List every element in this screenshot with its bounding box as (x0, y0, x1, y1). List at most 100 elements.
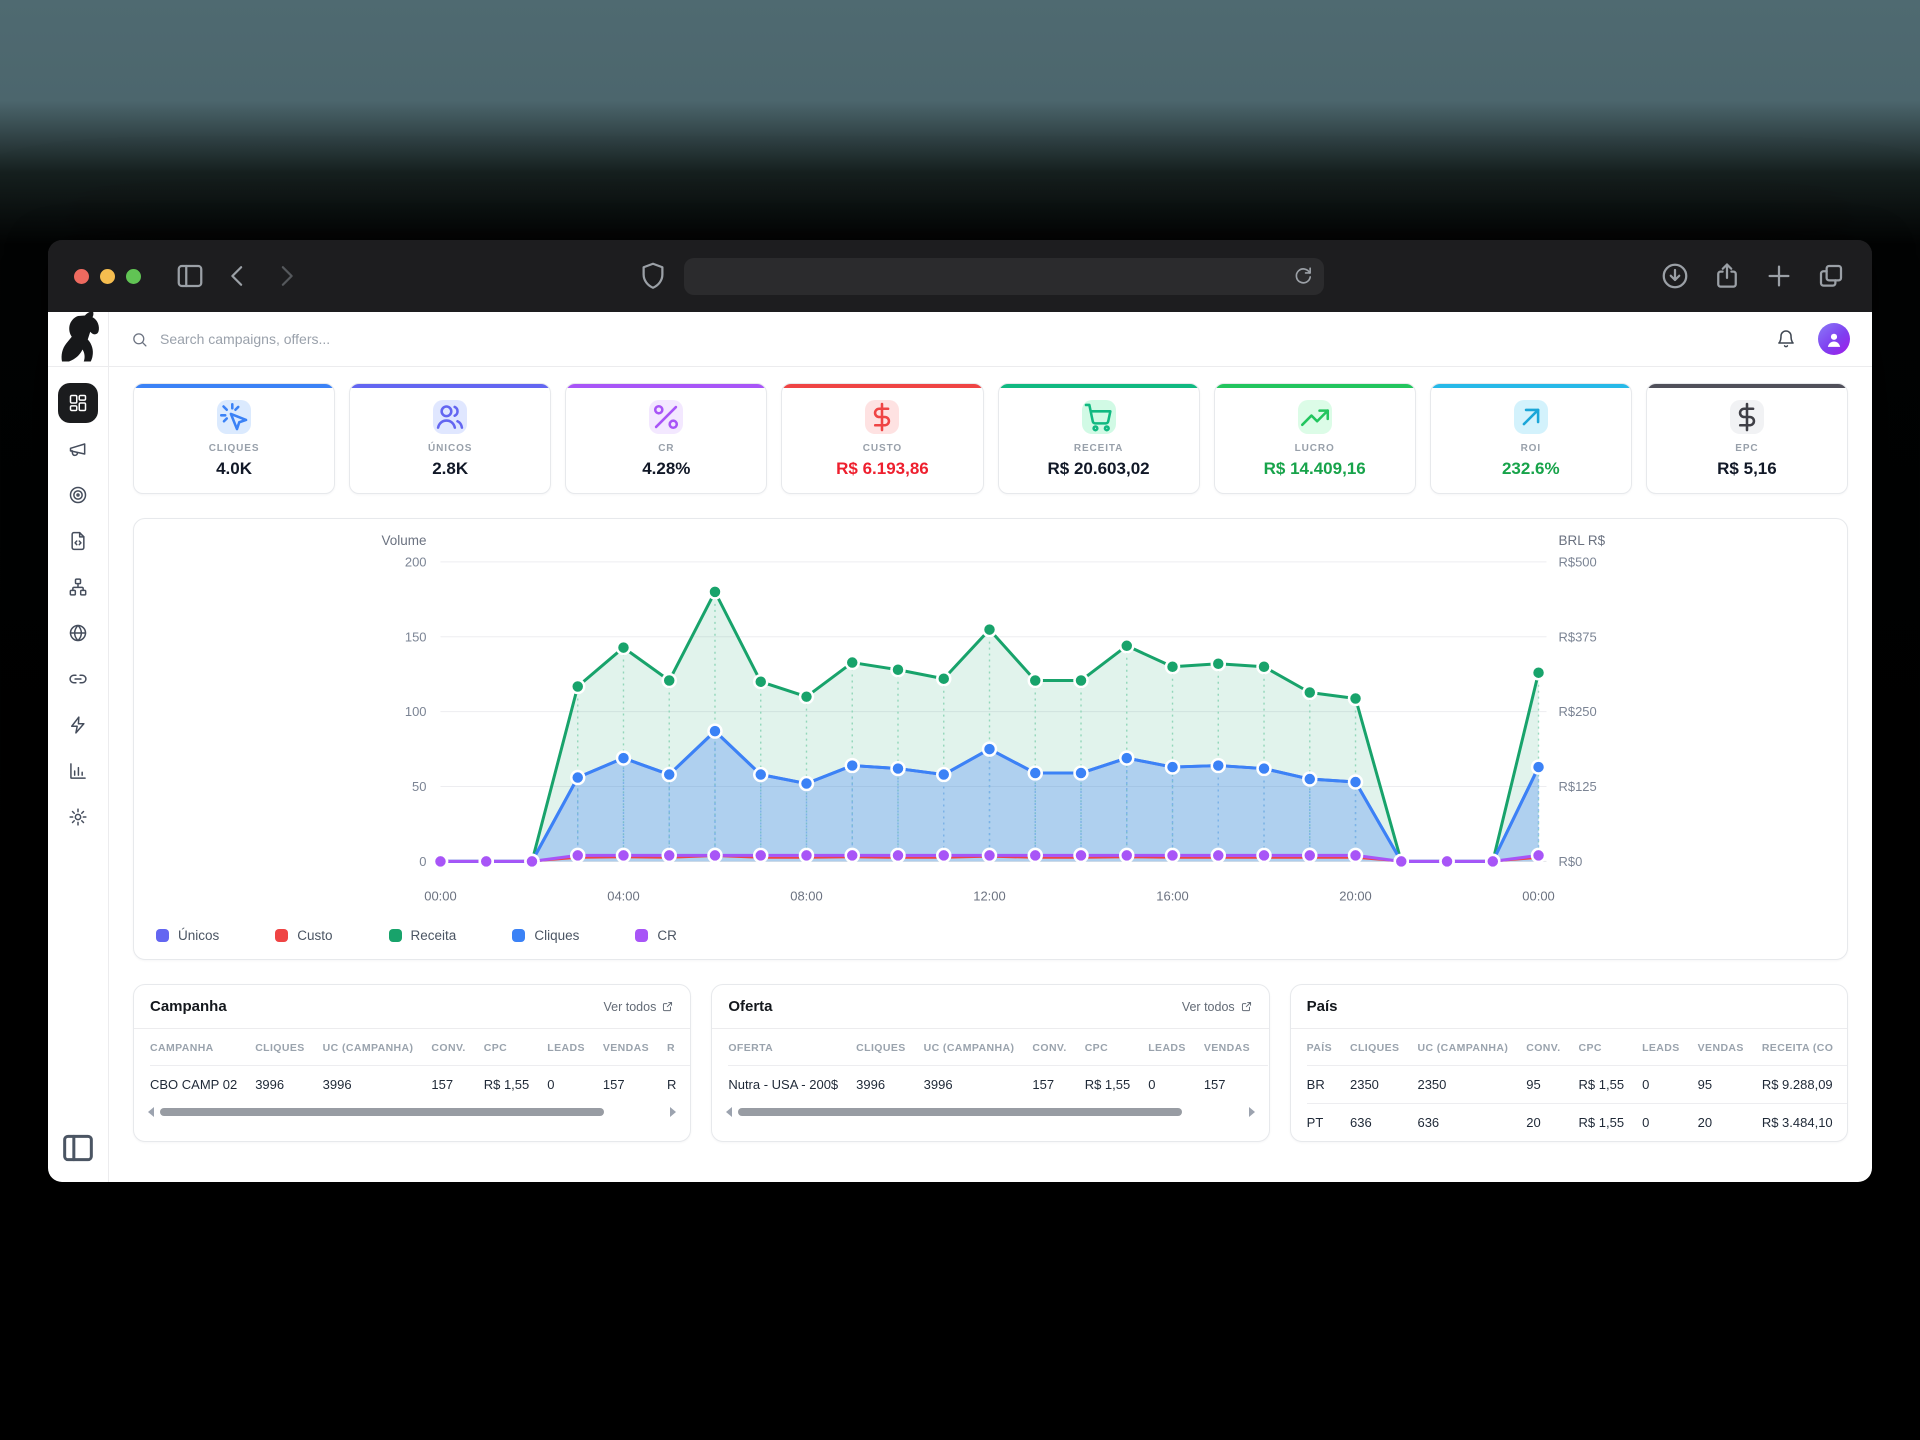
sidebar-nav (58, 367, 98, 1128)
url-bar[interactable] (683, 257, 1324, 295)
ver-todos-link[interactable]: Ver todos (1182, 1000, 1253, 1014)
dog-logo-icon (48, 309, 108, 369)
notifications-bell-icon[interactable] (1776, 329, 1796, 349)
zoom-window-button[interactable] (126, 268, 141, 284)
analytics-chart[interactable]: 0 R$0 50 R$125 100 R$250 150 R$375 200 R$500 Volum… (134, 519, 1847, 918)
table-cell: 0 (1642, 1103, 1698, 1142)
browser-forward-icon[interactable] (271, 261, 301, 291)
minimize-window-button[interactable] (100, 268, 115, 284)
scroll-right-arrow[interactable] (670, 1107, 677, 1118)
table-cell: R$ 1,55 (1084, 1065, 1149, 1104)
sidebar-item-campaigns[interactable] (58, 429, 98, 469)
table-row[interactable]: CBO CAMP 02 3996 3996 157 R$ 1,55 0 157 R (150, 1065, 691, 1104)
legend-swatch (275, 929, 289, 943)
scrollbar-thumb[interactable] (738, 1108, 1183, 1117)
scrollbar-thumb[interactable] (160, 1108, 604, 1117)
table-cell: 0 (1642, 1065, 1698, 1104)
sidebar-item-links[interactable] (58, 659, 98, 699)
app-logo[interactable] (48, 309, 108, 369)
table-column-header: LEADS (1148, 1042, 1186, 1055)
sidebar-item-automation[interactable] (58, 705, 98, 745)
sidebar-item-settings[interactable] (58, 797, 98, 837)
table-title: Campanha (150, 998, 227, 1016)
svg-text:BRL R$: BRL R$ (1558, 533, 1605, 548)
scrollbar-track[interactable] (738, 1108, 1242, 1117)
privacy-shield-icon[interactable] (638, 261, 668, 291)
sidebar (48, 309, 109, 1182)
legend-label: Receita (410, 928, 457, 944)
table-cell: 3996 (856, 1065, 924, 1104)
kpi-value: R$ 5,16 (1717, 459, 1777, 478)
table-column-header: CONV. (1526, 1042, 1561, 1055)
close-window-button[interactable] (74, 268, 89, 284)
table-column-header: R (667, 1042, 676, 1055)
sidebar-item-reports[interactable] (58, 751, 98, 791)
legend-item-receita[interactable]: Receita (388, 928, 457, 944)
search-box[interactable] (131, 330, 1766, 348)
browser-window: CLIQUES 4.0K ÚNICOS 2.8K CR 4.28% CUSTO R$ 6.19… (48, 240, 1872, 1182)
svg-text:00:00: 00:00 (1522, 888, 1554, 903)
svg-text:04:00: 04:00 (607, 888, 639, 903)
kpi-accent-bar (1430, 384, 1631, 388)
search-icon (131, 331, 148, 348)
svg-text:R$250: R$250 (1558, 704, 1596, 719)
table-row[interactable]: BR 2350 2350 95 R$ 1,55 0 95 R$ 9.288,09 (1306, 1065, 1847, 1104)
table-cell: 95 (1526, 1065, 1579, 1104)
scrollbar-track[interactable] (160, 1108, 664, 1117)
legend-item-cliques[interactable]: Cliques (512, 928, 579, 943)
legend-swatch (388, 929, 402, 943)
browser-sidebar-toggle-icon[interactable] (175, 261, 205, 291)
sidebar-item-dashboard[interactable] (58, 383, 98, 423)
arrow-up-right-icon (1513, 400, 1548, 434)
table-cell: R$ 1,55 (483, 1065, 548, 1104)
tab-overview-icon[interactable] (1816, 261, 1846, 291)
legend-swatch (512, 929, 526, 943)
kpi-label: CUSTO (862, 443, 903, 454)
sidebar-item-domains[interactable] (58, 613, 98, 653)
share-icon[interactable] (1712, 261, 1742, 291)
svg-text:R$500: R$500 (1558, 554, 1596, 569)
reload-icon[interactable] (1292, 265, 1314, 287)
sitemap-icon (68, 577, 88, 597)
legend-item-custo[interactable]: Custo (275, 928, 333, 944)
table-cell: CBO CAMP 02 (150, 1065, 256, 1104)
table-column-header: CPC (1084, 1042, 1109, 1055)
scroll-right-arrow[interactable] (1248, 1107, 1255, 1118)
globe-icon (68, 623, 88, 643)
svg-text:16:00: 16:00 (1156, 888, 1188, 903)
legend-label: Custo (297, 928, 333, 944)
kpi-label: RECEITA (1073, 443, 1124, 454)
browser-back-icon[interactable] (223, 261, 253, 291)
bar-chart-icon (68, 761, 88, 781)
legend-label: CR (657, 928, 677, 944)
sidebar-item-offers[interactable] (58, 475, 98, 515)
table-column-header: RECEITA (CO (1761, 1042, 1834, 1055)
table-row[interactable]: Nutra - USA - 200$ 3996 3996 157 R$ 1,55 0 157 (728, 1065, 1268, 1104)
analytics-chart-card: 0 R$0 50 R$125 100 R$250 150 R$375 200 R$500 Volum… (133, 518, 1848, 961)
sidebar-item-flows[interactable] (58, 567, 98, 607)
legend-item-cr[interactable]: CR (635, 928, 677, 943)
search-input[interactable] (158, 330, 582, 348)
scroll-left-arrow[interactable] (726, 1107, 733, 1118)
table-column-header: VENDAS (1203, 1042, 1250, 1055)
table-cell: R$ 3.484,10 (1761, 1103, 1847, 1142)
collapse-sidebar-button[interactable] (58, 1128, 98, 1168)
scroll-left-arrow[interactable] (148, 1107, 154, 1118)
table-cell: 20 (1697, 1103, 1762, 1142)
topbar (109, 312, 1872, 367)
new-tab-icon[interactable] (1764, 261, 1794, 291)
table-column-header: UC (CAMPANHA) (923, 1042, 1015, 1055)
sidebar-item-landers[interactable] (58, 521, 98, 561)
kpi-label: CLIQUES (208, 443, 260, 454)
table-row[interactable]: PT 636 636 20 R$ 1,55 0 20 R$ 3.484,10 (1306, 1103, 1847, 1142)
kpi-card-receita: RECEITA R$ 20.603,02 (997, 383, 1200, 494)
table-column-header: UC (CAMPANHA) (322, 1042, 414, 1055)
user-avatar[interactable] (1818, 323, 1850, 355)
table-cell: 157 (431, 1065, 484, 1104)
trend-up-icon (1297, 400, 1332, 434)
kpi-value: R$ 6.193,86 (836, 459, 929, 478)
downloads-icon[interactable] (1660, 261, 1690, 291)
dollar-icon (1729, 400, 1764, 434)
ver-todos-link[interactable]: Ver todos (604, 1000, 675, 1014)
legend-item-únicos[interactable]: Únicos (156, 928, 219, 943)
